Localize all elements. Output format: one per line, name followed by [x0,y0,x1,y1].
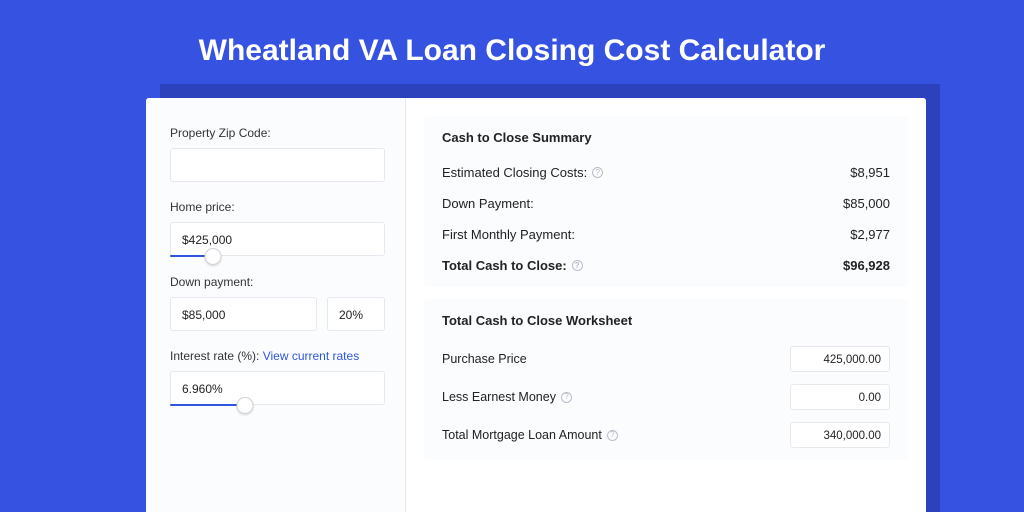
interest-rate-label: Interest rate (%): View current rates [170,349,385,363]
zip-label: Property Zip Code: [170,126,385,140]
interest-rate-label-prefix: Interest rate (%): [170,349,263,363]
home-price-input-wrap: $425,000 [170,222,385,257]
down-payment-amount-input[interactable]: $85,000 [170,297,317,331]
interest-rate-input-wrap: 6.960% [170,371,385,406]
help-icon[interactable]: ? [592,167,603,178]
summary-label-text: Total Cash to Close: [442,258,567,273]
results-column: Cash to Close Summary Estimated Closing … [406,98,926,512]
summary-value: $2,977 [850,227,890,242]
summary-label-text: Estimated Closing Costs: [442,165,587,180]
help-icon[interactable]: ? [607,430,618,441]
worksheet-label: Total Mortgage Loan Amount ? [442,428,618,442]
summary-label: Total Cash to Close: ? [442,258,583,273]
worksheet-label: Purchase Price [442,352,527,366]
summary-value: $96,928 [843,258,890,273]
worksheet-label: Less Earnest Money ? [442,390,572,404]
interest-rate-field: Interest rate (%): View current rates 6.… [170,349,385,406]
summary-panel: Cash to Close Summary Estimated Closing … [424,116,908,287]
view-rates-link[interactable]: View current rates [263,349,360,363]
home-price-slider-thumb[interactable] [205,248,222,265]
summary-row-total: Total Cash to Close: ? $96,928 [442,250,890,281]
worksheet-input-earnest-money[interactable]: 0.00 [790,384,890,410]
summary-row-closing-costs: Estimated Closing Costs: ? $8,951 [442,157,890,188]
worksheet-row-purchase-price: Purchase Price 425,000.00 [442,340,890,378]
worksheet-label-text: Less Earnest Money [442,390,556,404]
home-price-input[interactable]: $425,000 [170,222,385,256]
summary-row-first-monthly: First Monthly Payment: $2,977 [442,219,890,250]
help-icon[interactable]: ? [561,392,572,403]
worksheet-label-text: Total Mortgage Loan Amount [442,428,602,442]
down-payment-percent-input[interactable]: 20% [327,297,385,331]
zip-field: Property Zip Code: [170,126,385,182]
down-payment-row: $85,000 20% [170,297,385,331]
summary-label: Estimated Closing Costs: ? [442,165,603,180]
calculator-card: Property Zip Code: Home price: $425,000 … [146,98,926,512]
home-price-label: Home price: [170,200,385,214]
interest-rate-slider-thumb[interactable] [237,397,254,414]
summary-label-text: First Monthly Payment: [442,227,575,242]
worksheet-panel: Total Cash to Close Worksheet Purchase P… [424,299,908,460]
worksheet-row-earnest-money: Less Earnest Money ? 0.00 [442,378,890,416]
page-title: Wheatland VA Loan Closing Cost Calculato… [0,34,1024,68]
summary-label: Down Payment: [442,196,534,211]
summary-label: First Monthly Payment: [442,227,575,242]
worksheet-label-text: Purchase Price [442,352,527,366]
worksheet-input-total-mortgage[interactable]: 340,000.00 [790,422,890,448]
page-root: Wheatland VA Loan Closing Cost Calculato… [0,0,1024,512]
interest-rate-input[interactable]: 6.960% [170,371,385,405]
worksheet-input-purchase-price[interactable]: 425,000.00 [790,346,890,372]
worksheet-row-total-mortgage: Total Mortgage Loan Amount ? 340,000.00 [442,416,890,454]
summary-row-down-payment: Down Payment: $85,000 [442,188,890,219]
home-price-field: Home price: $425,000 [170,200,385,257]
zip-input[interactable] [170,148,385,182]
inputs-column: Property Zip Code: Home price: $425,000 … [146,98,406,512]
down-payment-field: Down payment: $85,000 20% [170,275,385,331]
down-payment-label: Down payment: [170,275,385,289]
summary-value: $8,951 [850,165,890,180]
summary-title: Cash to Close Summary [442,130,890,145]
worksheet-title: Total Cash to Close Worksheet [442,313,890,328]
summary-value: $85,000 [843,196,890,211]
summary-label-text: Down Payment: [442,196,534,211]
help-icon[interactable]: ? [572,260,583,271]
